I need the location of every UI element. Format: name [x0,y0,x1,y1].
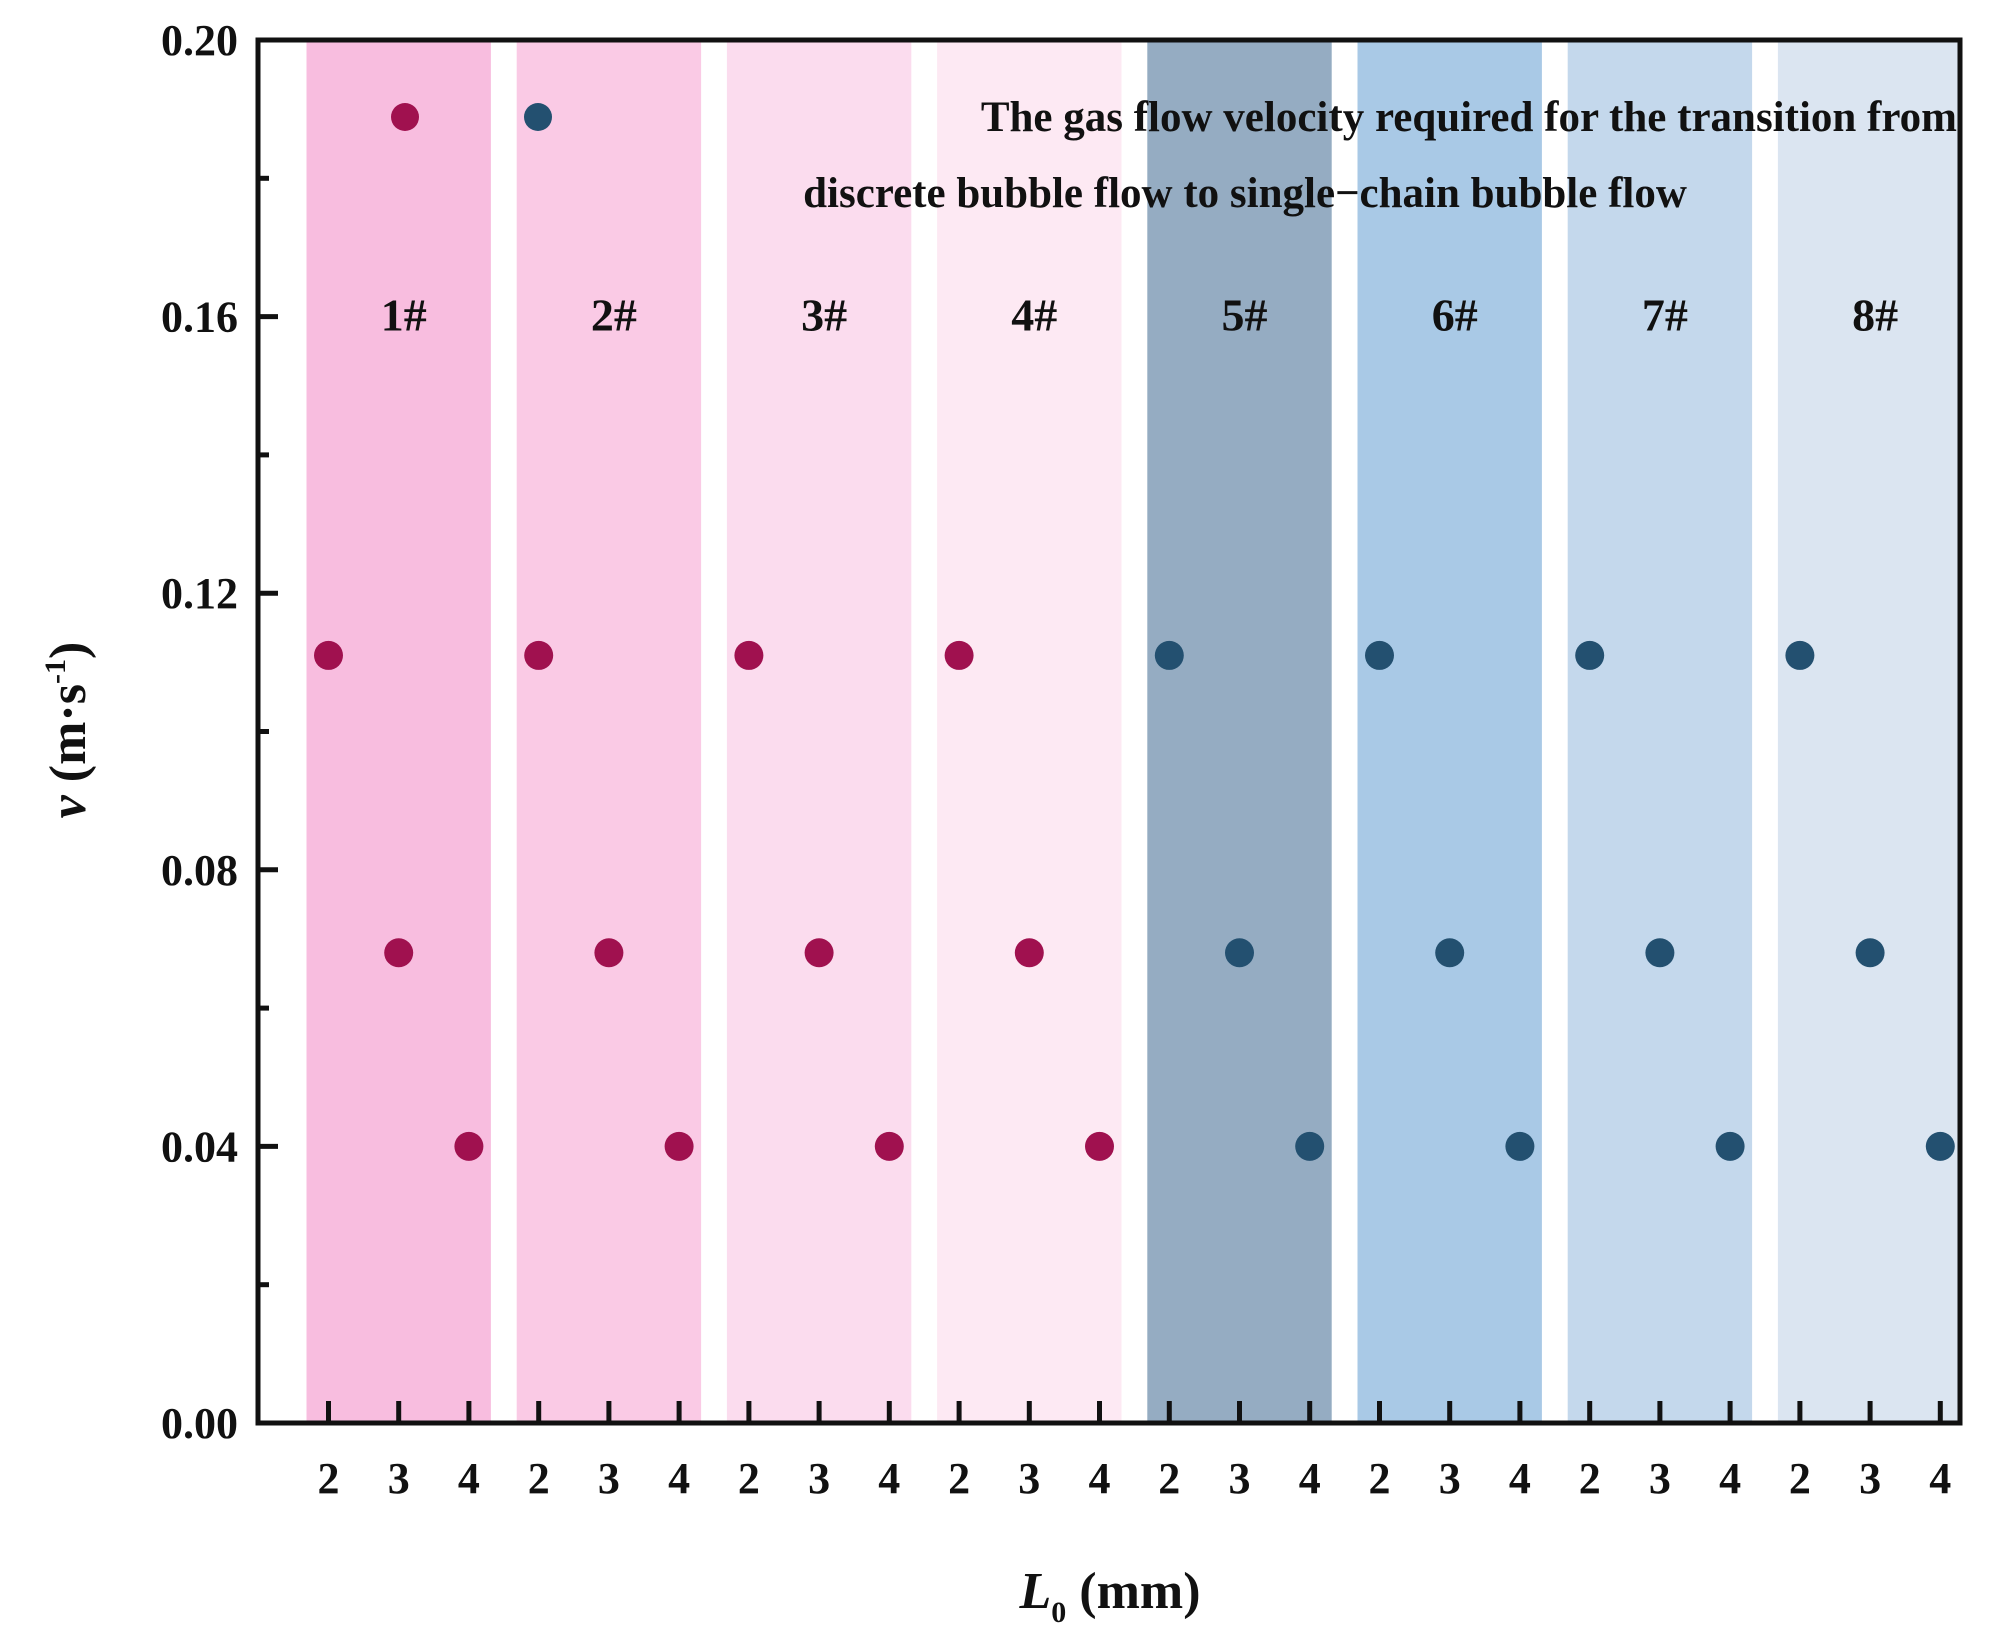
band-5 [1147,40,1332,1423]
band-1 [306,40,491,1423]
point-8#-2 [1785,640,1815,670]
y-axis-unit-exponent: -1 [39,659,72,684]
point-4#-4 [1085,1131,1114,1161]
point-7#-4 [1715,1131,1745,1161]
x-tick-label-1#-4: 4 [458,1454,480,1503]
y-tick-label-1: 0.04 [161,1122,238,1171]
band-8 [1777,40,1963,1423]
x-tick-label-6#-2: 2 [1369,1454,1391,1503]
x-axis-subscript: 0 [1051,1596,1066,1629]
x-tick-label-8#-2: 2 [1789,1454,1811,1503]
x-axis-title: L0 (mm) [1018,1563,1200,1629]
y-axis-unit: (m·s [40,684,97,795]
point-2#-3 [594,938,624,968]
x-tick-label-2#-2: 2 [528,1454,550,1503]
data-points [314,640,1955,1161]
x-tick-label-6#-4: 4 [1509,1454,1531,1503]
point-2#-4 [664,1131,694,1161]
point-1#-3 [384,938,414,968]
point-3#-2 [734,640,764,670]
point-3#-3 [804,938,834,968]
x-tick-label-4#-4: 4 [1089,1454,1111,1503]
group-label-5: 5# [1222,289,1268,340]
point-8#-3 [1855,938,1885,968]
x-tick-label-5#-2: 2 [1158,1454,1180,1503]
x-tick-label-4#-2: 2 [948,1454,970,1503]
y-axis-ticks: 0.00 0.04 0.08 0.12 0.16 0.20 [161,16,278,1448]
group-label-2: 2# [591,289,637,340]
x-tick-label-5#-3: 3 [1229,1454,1251,1503]
group-label-7: 7# [1642,289,1688,340]
point-6#-4 [1505,1131,1535,1161]
x-tick-label-7#-3: 3 [1649,1454,1671,1503]
x-tick-label-1#-2: 2 [318,1454,340,1503]
point-6#-3 [1435,938,1465,968]
x-tick-label-8#-3: 3 [1859,1454,1881,1503]
x-tick-label-5#-4: 4 [1299,1454,1321,1503]
band-2 [516,40,702,1423]
x-tick-label-3#-4: 4 [878,1454,900,1503]
band-4 [937,40,1122,1423]
point-8#-4 [1925,1131,1955,1161]
x-tick-label-7#-2: 2 [1579,1454,1601,1503]
band-7 [1567,40,1753,1423]
legend-marker-blue [524,103,552,131]
x-tick-label-6#-3: 3 [1439,1454,1461,1503]
point-7#-2 [1575,640,1605,670]
x-tick-label-3#-2: 2 [738,1454,760,1503]
x-tick-label-7#-4: 4 [1719,1454,1741,1503]
legend-text-line1: The gas flow velocity required for the t… [981,94,1957,141]
group-label-8: 8# [1852,289,1898,340]
point-5#-3 [1225,938,1254,968]
group-label-6: 6# [1432,289,1478,340]
y-axis-unit-close: ) [40,642,97,659]
x-axis-symbol: L [1018,1563,1051,1620]
band-3 [726,40,912,1423]
x-tick-label-2#-3: 3 [598,1454,620,1503]
x-tick-label-4#-3: 3 [1018,1454,1040,1503]
group-label-1: 1# [381,289,427,340]
y-tick-label-0: 0.00 [161,1399,238,1448]
group-bands [306,40,1963,1423]
point-7#-3 [1645,938,1675,968]
group-label-3: 3# [801,289,847,340]
x-tick-label-2#-4: 4 [668,1454,690,1503]
x-tick-label-8#-4: 4 [1929,1454,1951,1503]
point-6#-2 [1365,640,1394,670]
y-tick-label-4: 0.16 [161,293,238,342]
y-axis-title: v (m·s-1) [39,642,97,819]
point-4#-3 [1014,938,1044,968]
point-1#-4 [454,1131,484,1161]
group-labels: 1# 2# 3# 4# 5# 6# 7# 8# [381,289,1898,340]
point-2#-2 [524,640,554,670]
legend-marker-pink [391,103,419,131]
point-5#-4 [1295,1131,1325,1161]
point-1#-2 [314,640,343,670]
x-tick-label-3#-3: 3 [808,1454,830,1503]
point-5#-2 [1154,640,1184,670]
y-axis-symbol: v [40,794,97,818]
legend: The gas flow velocity required for the t… [391,94,1957,217]
group-label-4: 4# [1011,289,1057,340]
x-tick-label-1#-3: 3 [388,1454,410,1503]
x-axis-unit: (mm) [1066,1563,1200,1620]
band-6 [1357,40,1542,1423]
y-tick-label-3: 0.12 [161,569,238,618]
y-tick-label-2: 0.08 [161,846,238,895]
point-4#-2 [944,640,974,670]
y-tick-label-5: 0.20 [161,16,238,65]
legend-text-line2: discrete bubble flow to single−chain bub… [803,170,1687,217]
point-3#-4 [874,1131,904,1161]
